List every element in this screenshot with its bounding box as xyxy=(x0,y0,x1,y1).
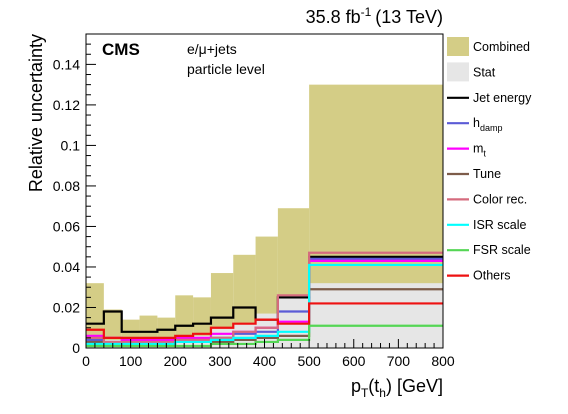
y-axis-label: Relative uncertainty xyxy=(26,34,46,192)
y-tick-label: 0.06 xyxy=(53,218,80,234)
y-tick-label: 0.12 xyxy=(53,97,80,113)
combined-legend-label: Combined xyxy=(473,40,530,54)
lumi-value: 35.8 fb xyxy=(306,7,361,27)
y-tick-label: 0.14 xyxy=(53,56,80,72)
h-damp-legend-label: hdamp xyxy=(473,116,502,133)
x-tick-label: 800 xyxy=(431,353,455,369)
others-legend-label: Others xyxy=(473,269,511,283)
level-label: particle level xyxy=(187,61,265,77)
x-tick-label: 600 xyxy=(342,353,366,369)
legend: Combined Stat Jet energy hdamp mt Tune Color r… xyxy=(447,37,532,283)
stat-bar xyxy=(233,323,256,348)
combined-bar xyxy=(86,283,104,348)
m-t-legend-label: mt xyxy=(473,142,486,159)
jet-energy-legend-label: Jet energy xyxy=(473,91,532,105)
isr-scale-legend-label: ISR scale xyxy=(473,218,527,232)
x-tick-label: 0 xyxy=(82,353,90,369)
y-tick-label: 0.04 xyxy=(53,259,80,275)
channel-label: e/μ+jets xyxy=(187,41,237,57)
filled-bands xyxy=(86,84,443,348)
cms-label: CMS xyxy=(102,40,140,59)
stat-bar xyxy=(309,283,443,348)
tune-legend-label: Tune xyxy=(473,167,501,181)
axis-ticks: 0 100 200 300 400 500 600 700 800 0 0.02 0.04 0.06 0.… xyxy=(53,43,455,369)
x-tick-label: 300 xyxy=(208,353,232,369)
luminosity-header: 35.8 fb-1 (13 TeV) xyxy=(306,5,443,27)
x-tick-label: 200 xyxy=(164,353,188,369)
combined-legend-swatch xyxy=(447,37,469,56)
stat-legend-label: Stat xyxy=(473,65,496,79)
lumi-exponent: -1 xyxy=(361,5,372,19)
x-tick-label: 100 xyxy=(119,353,143,369)
stat-legend-swatch xyxy=(447,62,469,82)
y-tick-label: 0.02 xyxy=(53,299,80,315)
y-tick-label: 0 xyxy=(72,340,80,356)
y-tick-label: 0.08 xyxy=(53,178,80,194)
fsr-scale-legend-label: FSR scale xyxy=(473,243,531,257)
lumi-energy: (13 TeV) xyxy=(375,7,443,27)
x-axis-label: pT(th) [GeV] xyxy=(351,376,443,400)
y-tick-label: 0.1 xyxy=(61,137,81,153)
uncertainty-lines xyxy=(86,251,443,348)
color-rec-legend-label: Color rec. xyxy=(473,192,527,206)
x-tick-label: 400 xyxy=(253,353,277,369)
x-tick-label: 500 xyxy=(297,353,321,369)
x-tick-label: 700 xyxy=(387,353,411,369)
others-line xyxy=(86,302,443,339)
